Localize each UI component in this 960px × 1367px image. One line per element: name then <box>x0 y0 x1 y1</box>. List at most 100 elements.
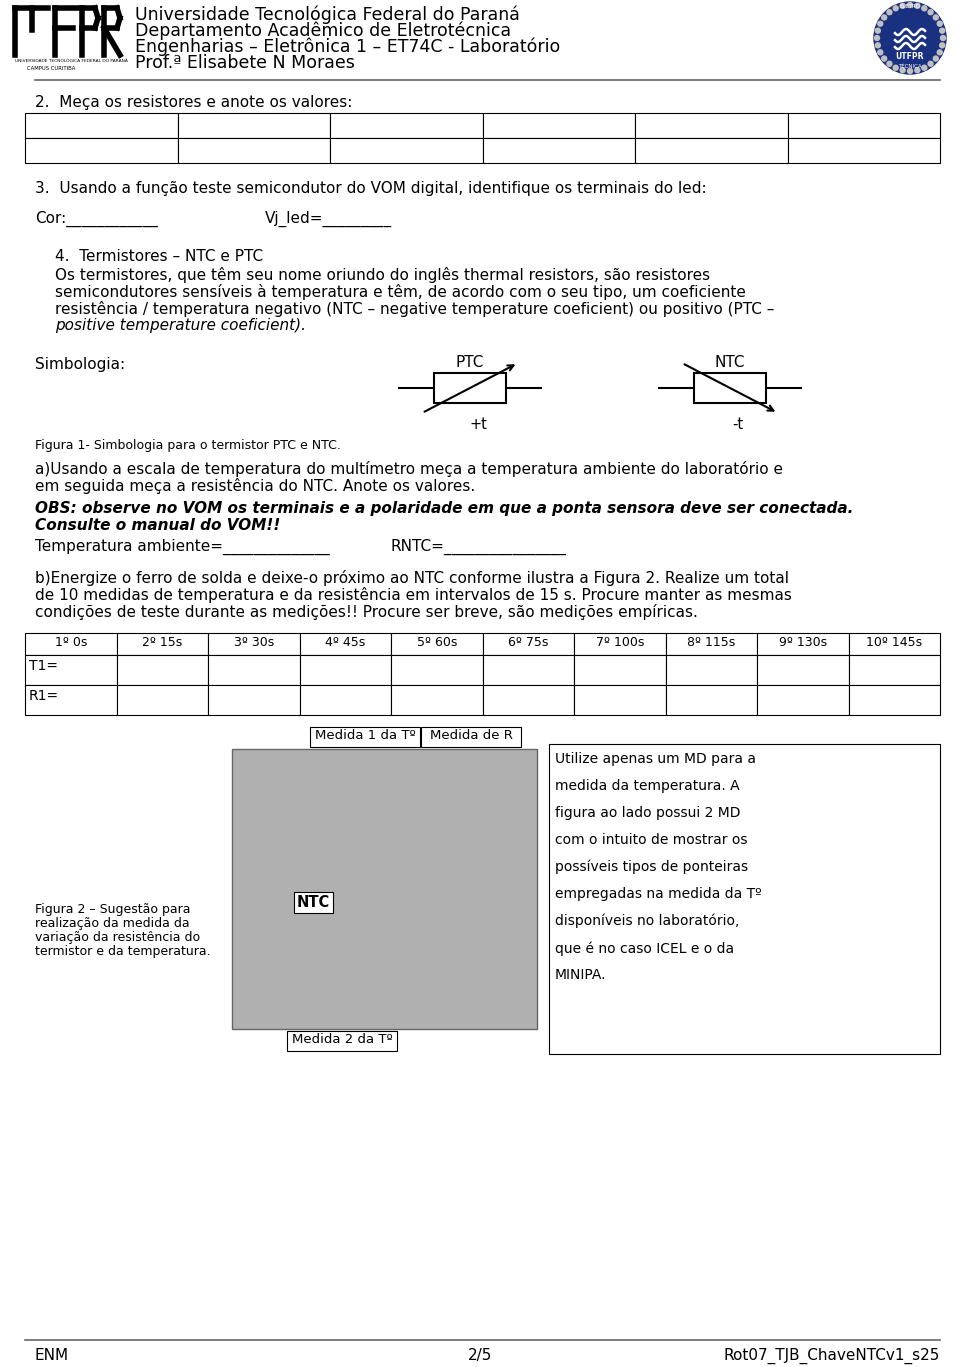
Text: 2º 15s: 2º 15s <box>142 636 182 649</box>
Text: b)Energize o ferro de solda e deixe-o próximo ao NTC conforme ilustra a Figura 2: b)Energize o ferro de solda e deixe-o pr… <box>35 570 789 586</box>
Text: Os termistores, que têm seu nome oriundo do inglês thermal resistors, são resist: Os termistores, que têm seu nome oriundo… <box>55 267 710 283</box>
Circle shape <box>915 68 920 72</box>
Circle shape <box>922 5 926 11</box>
Text: ELETRO: ELETRO <box>900 4 921 10</box>
Bar <box>483 685 574 715</box>
Text: figura ao lado possui 2 MD: figura ao lado possui 2 MD <box>555 807 740 820</box>
Bar <box>483 113 635 138</box>
Text: ENM: ENM <box>35 1348 69 1363</box>
Bar <box>25 138 178 163</box>
Circle shape <box>877 21 883 26</box>
Circle shape <box>940 29 945 33</box>
Text: Figura 1- Simbologia para o termistor PTC e NTC.: Figura 1- Simbologia para o termistor PT… <box>35 439 341 452</box>
Text: semicondutores sensíveis à temperatura e têm, de acordo com o seu tipo, um coefi: semicondutores sensíveis à temperatura e… <box>55 284 746 299</box>
Bar <box>483 138 635 163</box>
Bar <box>787 113 940 138</box>
Circle shape <box>876 42 880 48</box>
Bar <box>574 685 665 715</box>
Text: NTC: NTC <box>715 355 745 370</box>
Bar <box>208 655 300 685</box>
Text: de 10 medidas de temperatura e da resistência em intervalos de 15 s. Procure man: de 10 medidas de temperatura e da resist… <box>35 586 792 603</box>
Circle shape <box>875 36 879 41</box>
Circle shape <box>928 62 933 67</box>
Text: Consulte o manual do VOM!!: Consulte o manual do VOM!! <box>35 518 280 533</box>
Text: +t: +t <box>469 417 487 432</box>
Text: RNTC=________________: RNTC=________________ <box>390 539 565 555</box>
Text: OBS: observe no VOM os terminais e a polaridade em que a ponta sensora deve ser : OBS: observe no VOM os terminais e a pol… <box>35 500 853 515</box>
Circle shape <box>893 5 899 11</box>
Text: condições de teste durante as medições!! Procure ser breve, são medições empíric: condições de teste durante as medições!!… <box>35 604 698 621</box>
Text: 6º 75s: 6º 75s <box>508 636 548 649</box>
Text: medida da temperatura. A: medida da temperatura. A <box>555 779 739 793</box>
Bar <box>208 685 300 715</box>
Bar <box>665 655 757 685</box>
Circle shape <box>900 68 905 72</box>
Bar <box>757 655 849 685</box>
Text: UTFPR: UTFPR <box>896 52 924 62</box>
Bar <box>391 685 483 715</box>
Text: 8º 115s: 8º 115s <box>687 636 735 649</box>
Bar <box>757 633 849 655</box>
Text: CAMPUS CURITIBA: CAMPUS CURITIBA <box>27 66 76 71</box>
Text: Departamento Acadêmico de Eletrotécnica: Departamento Acadêmico de Eletrotécnica <box>135 22 511 41</box>
Text: realização da medida da: realização da medida da <box>35 917 190 930</box>
Bar <box>757 685 849 715</box>
Circle shape <box>933 56 938 62</box>
Text: Rot07_TJB_ChaveNTCv1_s25: Rot07_TJB_ChaveNTCv1_s25 <box>724 1348 940 1364</box>
Bar <box>330 138 483 163</box>
Text: NTC: NTC <box>297 894 330 909</box>
Circle shape <box>881 15 887 21</box>
Circle shape <box>887 62 892 67</box>
Bar <box>310 727 420 746</box>
Bar <box>483 633 574 655</box>
Bar <box>787 138 940 163</box>
Circle shape <box>937 49 942 55</box>
Text: Vj_led=_________: Vj_led=_________ <box>265 211 392 227</box>
Text: UNIVERSIDADE TECNOLÓGICA FEDERAL DO PARANÁ: UNIVERSIDADE TECNOLÓGICA FEDERAL DO PARA… <box>15 59 128 63</box>
Bar <box>849 685 940 715</box>
Bar <box>116 655 208 685</box>
Circle shape <box>937 21 942 26</box>
Bar <box>574 633 665 655</box>
Bar <box>391 633 483 655</box>
Circle shape <box>887 10 892 15</box>
Bar <box>25 633 116 655</box>
Circle shape <box>876 29 880 33</box>
Bar <box>287 1031 397 1051</box>
Text: com o intuito de mostrar os: com o intuito de mostrar os <box>555 833 748 848</box>
Text: Universidade Tecnológica Federal do Paraná: Universidade Tecnológica Federal do Para… <box>135 5 520 25</box>
Text: 3º 30s: 3º 30s <box>233 636 274 649</box>
Text: a)Usando a escala de temperatura do multímetro meça a temperatura ambiente do la: a)Usando a escala de temperatura do mult… <box>35 461 783 477</box>
Bar <box>849 633 940 655</box>
Text: 2.  Meça os resistores e anote os valores:: 2. Meça os resistores e anote os valores… <box>35 94 352 109</box>
Bar <box>635 113 787 138</box>
Bar <box>549 744 940 1054</box>
Bar <box>849 655 940 685</box>
Text: Temperatura ambiente=______________: Temperatura ambiente=______________ <box>35 539 329 555</box>
Circle shape <box>881 56 887 62</box>
Text: variação da resistência do: variação da resistência do <box>35 931 200 945</box>
Text: 5º 60s: 5º 60s <box>417 636 457 649</box>
Circle shape <box>893 66 899 70</box>
Bar <box>25 685 116 715</box>
Circle shape <box>907 3 913 7</box>
Text: 1º 0s: 1º 0s <box>55 636 87 649</box>
Bar <box>25 655 116 685</box>
Text: 4º 45s: 4º 45s <box>325 636 366 649</box>
Bar <box>330 113 483 138</box>
Text: Figura 2 – Sugestão para: Figura 2 – Sugestão para <box>35 904 190 916</box>
Text: 9º 130s: 9º 130s <box>779 636 827 649</box>
Text: PTC: PTC <box>456 355 484 370</box>
Text: -t: -t <box>732 417 744 432</box>
Bar <box>434 373 506 403</box>
Text: Medida de R: Medida de R <box>429 729 513 742</box>
Text: termistor e da temperatura.: termistor e da temperatura. <box>35 945 210 958</box>
Text: T1=: T1= <box>29 659 58 673</box>
Text: empregadas na medida da Tº: empregadas na medida da Tº <box>555 887 761 901</box>
Text: MINIPA.: MINIPA. <box>555 968 607 982</box>
Text: Utilize apenas um MD para a: Utilize apenas um MD para a <box>555 752 756 766</box>
Bar <box>483 655 574 685</box>
Bar <box>694 373 766 403</box>
Text: resistência / temperatura negativo (NTC – negative temperature coeficient) ou po: resistência / temperatura negativo (NTC … <box>55 301 775 317</box>
Bar <box>208 633 300 655</box>
